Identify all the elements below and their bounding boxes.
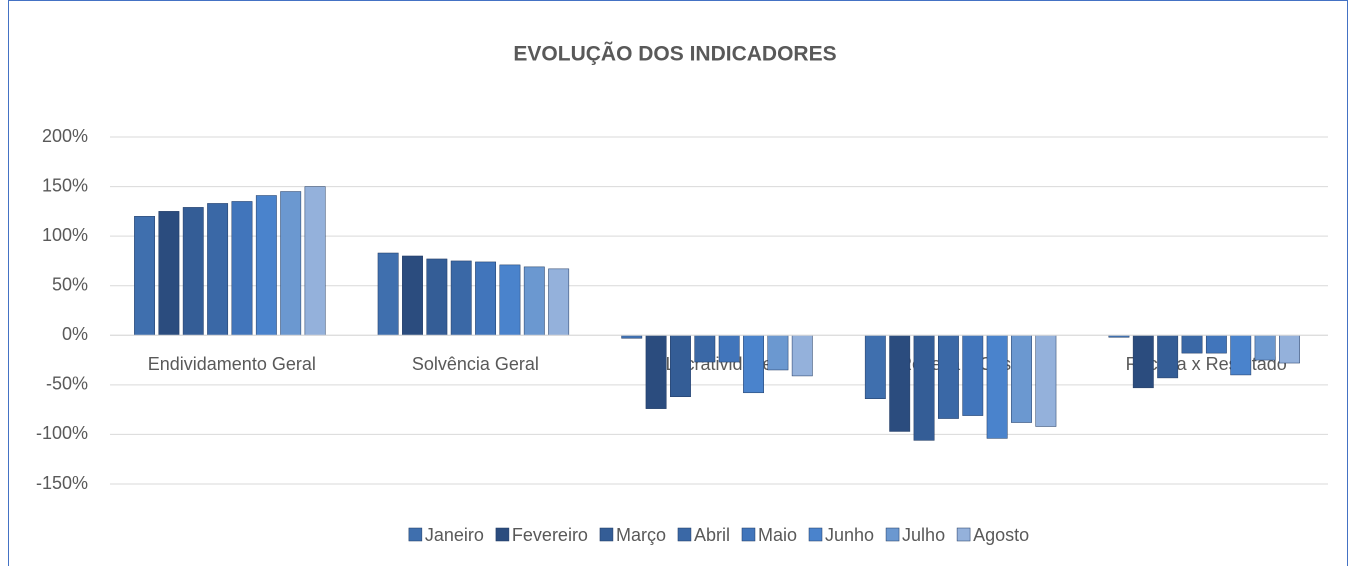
legend-label: Abril	[694, 525, 730, 545]
y-tick-label: -150%	[36, 473, 88, 493]
legend-label: Fevereiro	[512, 525, 588, 545]
bar	[743, 335, 764, 394]
bar	[889, 335, 911, 432]
legend-marker	[495, 527, 510, 542]
bar	[645, 335, 667, 409]
bar	[1254, 335, 1276, 361]
bar	[1205, 335, 1227, 354]
bar	[1279, 335, 1300, 364]
legend-marker	[885, 527, 900, 542]
bar	[694, 335, 716, 363]
bar	[377, 252, 399, 336]
x-tick-label: Solvência Geral	[412, 354, 539, 374]
x-tick-label: Endividamento Geral	[148, 354, 316, 374]
y-tick-label: 100%	[42, 225, 88, 245]
legend-marker	[677, 527, 692, 542]
bar	[937, 335, 959, 419]
y-tick-label: 200%	[42, 126, 88, 146]
y-tick-label: 150%	[42, 175, 88, 195]
bar	[864, 335, 886, 399]
y-tick-label: -100%	[36, 423, 88, 443]
legend-marker	[741, 527, 756, 542]
bar	[1157, 335, 1179, 379]
legend-label: Julho	[902, 525, 945, 545]
bar	[791, 335, 813, 377]
legend-marker	[599, 527, 614, 542]
bar	[1132, 335, 1154, 389]
bar	[207, 203, 229, 336]
legend-label: Janeiro	[425, 525, 484, 545]
bar	[1181, 335, 1203, 354]
bar	[1011, 335, 1032, 423]
y-tick-label: 0%	[62, 324, 88, 344]
bar	[986, 335, 1008, 439]
bar	[304, 186, 326, 336]
bar	[475, 261, 497, 336]
bar	[548, 268, 570, 336]
bar	[134, 216, 155, 336]
bar	[1230, 335, 1252, 376]
bar	[523, 266, 545, 336]
bar	[1035, 335, 1057, 427]
bar	[450, 260, 472, 336]
legend-label: Agosto	[973, 525, 1029, 545]
bar	[962, 335, 984, 416]
bar	[426, 258, 448, 336]
bar	[182, 207, 204, 336]
bar	[718, 335, 740, 363]
legend-marker	[956, 527, 971, 542]
bar	[402, 255, 423, 336]
bar	[280, 191, 302, 336]
y-tick-label: 50%	[52, 274, 88, 294]
chart-title: EVOLUÇÃO DOS INDICADORES	[513, 43, 836, 66]
legend-marker	[408, 527, 423, 542]
legend-label: Março	[616, 525, 666, 545]
bar	[255, 195, 277, 336]
bar	[158, 211, 180, 336]
legend-label: Maio	[758, 525, 797, 545]
bar	[231, 201, 253, 336]
bar	[913, 335, 935, 441]
y-tick-label: -50%	[46, 374, 88, 394]
bar	[767, 335, 789, 371]
legend-label: Junho	[825, 525, 874, 545]
bar	[499, 264, 521, 336]
bar	[670, 335, 691, 398]
legend-marker	[808, 527, 823, 542]
